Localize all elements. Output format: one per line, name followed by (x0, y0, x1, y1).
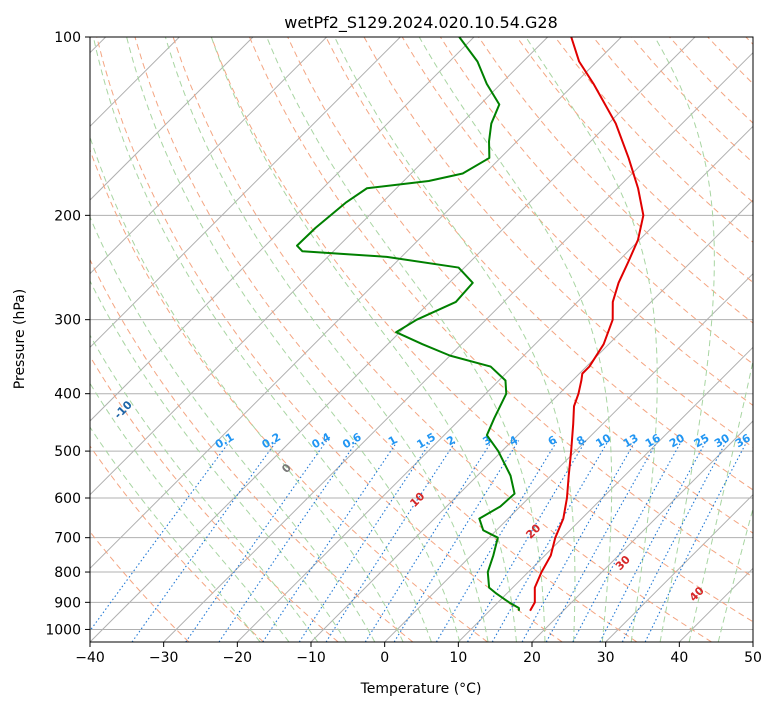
dry-adiabat-line (210, 37, 753, 623)
dry-adiabat-line (172, 37, 712, 642)
moist-adiabat-line (266, 37, 546, 642)
isotherm-line (605, 493, 753, 642)
x-tick-label: −30 (149, 650, 179, 666)
mixing-ratio-line-0.1 (90, 440, 231, 632)
mixing-ratio-line-0.6 (218, 440, 358, 642)
y-tick-label: 100 (54, 30, 81, 46)
x-tick-label: −40 (75, 650, 105, 666)
moist-adiabat-line (90, 135, 404, 642)
x-tick-label: −10 (296, 650, 326, 666)
y-axis-label: Pressure (hPa) (12, 289, 28, 389)
y-tick-label: 500 (54, 444, 81, 460)
moist-adiabat-line (688, 358, 753, 642)
x-tick-label: −20 (223, 650, 253, 666)
mixing-ratio-lines (90, 440, 748, 642)
isotherm-line (90, 37, 696, 642)
isotherm-line (90, 37, 549, 496)
moist-adiabat-line (126, 37, 461, 642)
isotherm-line (531, 420, 753, 642)
mixing-ratio-line-1.5 (298, 440, 432, 642)
x-tick-label: 20 (523, 650, 541, 666)
isobar-gridlines (90, 37, 753, 630)
moist-adiabat-line (90, 426, 261, 642)
sounding-profiles (296, 37, 645, 612)
dry-adiabat-line (249, 37, 753, 578)
axes: −40 −30 −20 −10 0 10 20 30 40 50 100 200 300 400 500 60… (45, 30, 762, 666)
isotherm-line (90, 37, 328, 275)
moist-adiabat-line (654, 37, 715, 642)
x-tick-label: 40 (670, 650, 688, 666)
moist-adiabat-line (717, 506, 753, 642)
mixing-ratio-line-16 (545, 440, 659, 642)
y-tick-label: 1000 (45, 622, 81, 638)
mixing-ratio-line-2 (325, 440, 457, 642)
isotherm-line (457, 346, 753, 642)
moist-adiabats (90, 37, 753, 642)
y-tick-label: 900 (54, 595, 81, 611)
y-tick-label: 800 (54, 565, 81, 581)
x-tick-label: 30 (597, 650, 615, 666)
mixing-ratio-line-36 (644, 440, 748, 642)
dry-adiabat-line (90, 258, 414, 642)
moist-adiabat-line (418, 37, 613, 642)
mixing-ratio-line-20 (572, 440, 683, 642)
y-tick-label: 300 (54, 313, 81, 329)
mixing-ratio-line-3 (364, 440, 493, 642)
dry-adiabat-line (325, 37, 753, 491)
y-tick-label: 400 (54, 387, 81, 403)
moist-adiabat-line (90, 334, 319, 642)
isotherm-line (384, 272, 753, 642)
isotherm-line (90, 37, 254, 201)
moist-adiabat-line (90, 382, 290, 642)
mixing-ratio-line-0.4 (185, 440, 328, 642)
dry-adiabat-line (287, 37, 753, 534)
isotherm-line (90, 37, 475, 422)
y-tick-label: 600 (54, 491, 81, 507)
mixing-ratio-line-13 (521, 440, 637, 642)
y-tick-label: 700 (54, 531, 81, 547)
x-tick-label: 0 (380, 650, 389, 666)
x-tick-label: 50 (744, 650, 762, 666)
dewpoint-profile-line (296, 37, 521, 611)
moist-adiabat-line (210, 37, 517, 642)
y-tick-label: 200 (54, 208, 81, 224)
temperature-profile-line (529, 37, 645, 612)
chart-title: wetPf2_S129.2024.020.10.54.G28 (284, 13, 558, 33)
isotherm-line (90, 37, 622, 570)
moist-adiabat-line (90, 215, 376, 642)
dry-adiabat-line (516, 37, 753, 284)
moist-adiabat-line (92, 37, 432, 642)
dry-adiabat-line (90, 445, 264, 642)
mixing-ratio-line-6 (435, 440, 558, 642)
mixing-ratio-line-0.2 (131, 440, 278, 642)
isotherm-line (310, 199, 753, 642)
moist-adiabat-line (525, 37, 658, 642)
x-tick-label: 10 (449, 650, 467, 666)
mixing-ratio-line-8 (467, 440, 587, 642)
mixing-ratio-line-4 (393, 440, 520, 642)
isotherm-line (163, 51, 753, 642)
moist-adiabat-line (334, 37, 576, 642)
mixing-ratio-line-1 (262, 440, 399, 642)
isotherm-line (236, 125, 753, 642)
plot-frame (89, 36, 754, 643)
moist-adiabat-line (164, 37, 489, 642)
dry-adiabat-line (90, 355, 339, 642)
x-axis-label: Temperature (°C) (360, 681, 482, 697)
